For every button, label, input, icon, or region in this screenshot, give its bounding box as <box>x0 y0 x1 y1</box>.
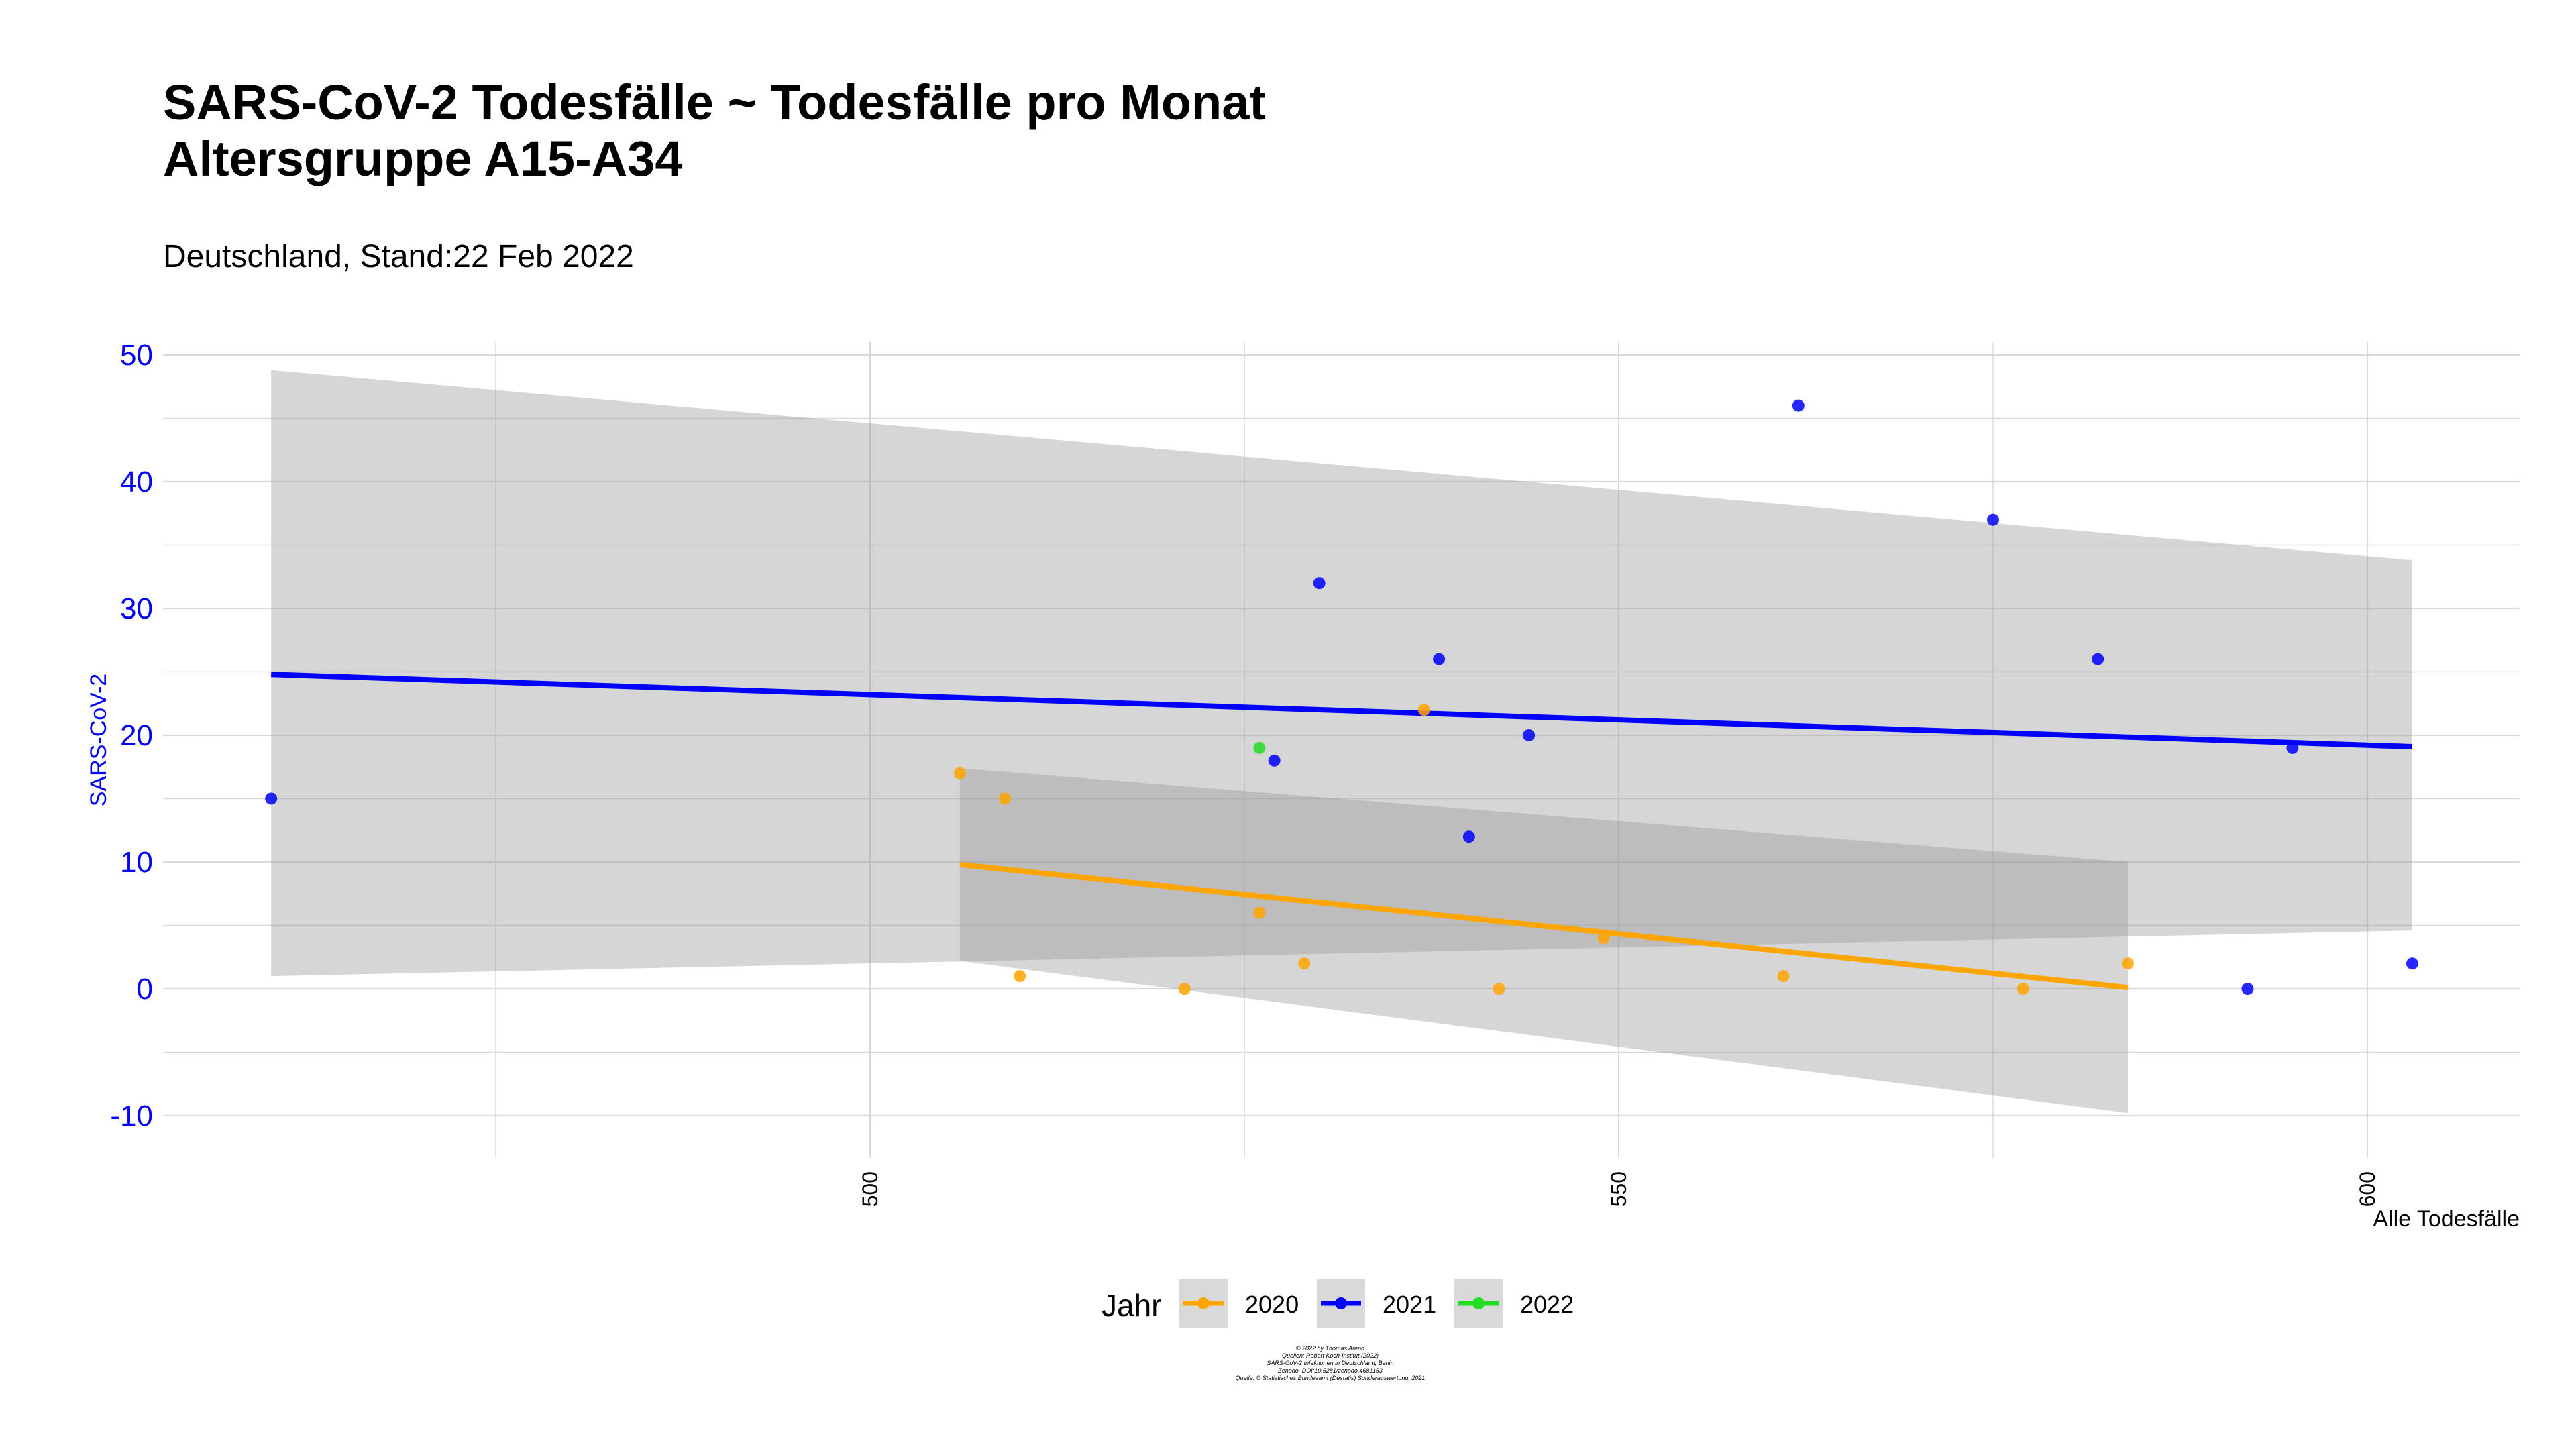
caption-line: Quellen: Robert Koch-Institut (2022) <box>1282 1352 1379 1359</box>
x-axis-label: Alle Todesfälle <box>2373 1206 2520 1232</box>
chart-title-line2: Altersgruppe A15-A34 <box>163 131 682 186</box>
confidence-band-2020 <box>959 768 2128 1114</box>
data-point-2021 <box>1433 653 1446 665</box>
data-point-2020 <box>1777 970 1790 983</box>
data-point-2020 <box>2017 983 2029 995</box>
regression-line-2020 <box>959 861 2129 991</box>
grid <box>163 342 2520 1158</box>
confidence-bands <box>271 370 2413 1114</box>
data-point-2021 <box>1792 399 1805 412</box>
confidence-band-2021 <box>271 370 2413 977</box>
legend-dot-2020 <box>1197 1297 1210 1309</box>
caption-line: © 2022 by Thomas Arend <box>1296 1345 1365 1352</box>
y-axis-ticks: -10 0 10 20 30 40 50 <box>110 339 153 1132</box>
y-tick-label: 0 <box>137 973 153 1006</box>
data-point-2021 <box>2092 653 2104 665</box>
data-point-2020 <box>1597 932 1610 945</box>
caption-line: SARS-CoV-2 Infektionen in Deutschland, B… <box>1267 1360 1393 1366</box>
data-point-2021 <box>1462 830 1475 843</box>
data-point-2020 <box>2121 957 2134 970</box>
x-axis-ticks: 500 550 600 <box>858 1171 2379 1207</box>
y-tick-label: 50 <box>120 339 153 372</box>
y-tick-label: 40 <box>120 466 153 498</box>
x-tick-label: 550 <box>1607 1171 1631 1207</box>
y-axis-label: SARS-CoV-2 <box>86 674 111 806</box>
data-point-2020 <box>1417 704 1430 716</box>
data-point-2021 <box>2286 741 2299 754</box>
data-point-2020 <box>1014 970 1026 983</box>
x-tick-label: 600 <box>2355 1171 2379 1207</box>
y-tick-label: 10 <box>120 846 153 879</box>
data-point-2021 <box>1313 577 1326 590</box>
x-tick-label: 500 <box>858 1171 882 1207</box>
caption-line: Quelle: © Statistisches Bundesamt (Desta… <box>1236 1375 1426 1381</box>
caption-line: Zenodo. DOI:10.5281/zenodo.4681153 <box>1277 1367 1382 1374</box>
data-point-2021 <box>2406 957 2418 970</box>
data-point-2020 <box>953 767 966 780</box>
chart-title-line1: SARS-CoV-2 Todesfälle ~ Todesfälle pro M… <box>163 74 1266 130</box>
regression-lines <box>271 672 2413 991</box>
y-tick-label: 30 <box>120 592 153 625</box>
data-point-2022 <box>1253 741 1266 754</box>
data-point-2020 <box>1493 983 1505 995</box>
y-tick-label: 20 <box>120 719 153 752</box>
legend-label-2021: 2021 <box>1383 1291 1436 1318</box>
data-point-2020 <box>998 792 1011 805</box>
data-points <box>265 399 2418 995</box>
data-point-2020 <box>1298 957 1311 970</box>
legend-dot-2022 <box>1472 1297 1485 1309</box>
data-point-2021 <box>1987 513 1999 526</box>
data-point-2020 <box>1253 906 1266 919</box>
data-point-2021 <box>2241 983 2254 995</box>
data-point-2021 <box>1268 754 1281 767</box>
legend-label-2020: 2020 <box>1245 1291 1299 1318</box>
legend-title: Jahr <box>1102 1288 1161 1323</box>
regression-line-2021 <box>271 672 2413 750</box>
chart-subtitle: Deutschland, Stand:22 Feb 2022 <box>163 239 634 274</box>
data-point-2020 <box>1178 983 1191 995</box>
data-point-2021 <box>1523 729 1536 741</box>
data-point-2021 <box>265 792 278 805</box>
legend: Jahr 2020 2021 2022 <box>1102 1279 1574 1328</box>
legend-dot-2021 <box>1335 1297 1347 1309</box>
legend-label-2022: 2022 <box>1520 1291 1574 1318</box>
y-tick-label: -10 <box>110 1099 153 1132</box>
